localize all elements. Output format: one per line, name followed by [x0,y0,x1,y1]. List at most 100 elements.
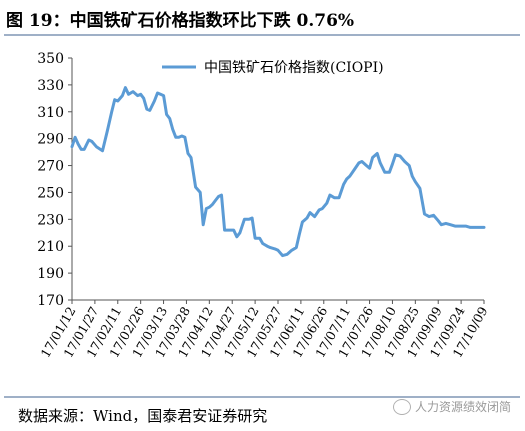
data-point [88,139,90,141]
data-point [111,111,113,113]
data-point [329,194,331,196]
data-point [369,167,371,169]
data-point [321,208,323,210]
data-point [346,178,348,180]
figure-title: 图 19：中国铁矿石价格指数环比下跌 0.76% [6,11,355,31]
data-point [399,155,401,157]
data-point [217,195,220,198]
y-tick-label: 250 [37,185,64,201]
data-point [277,249,279,251]
data-point [301,221,303,223]
data-point [483,226,485,228]
data-point [134,92,136,94]
series-line [70,86,486,258]
y-tick-label: 270 [37,159,64,175]
data-point [454,225,456,227]
data-point [379,162,381,164]
data-point [440,224,442,226]
data-point [326,202,328,204]
data-point [474,226,476,228]
y-tick-label: 350 [37,51,64,67]
data-point [146,108,148,110]
chart-area: 170 190 210 230 250 270 290 310 330 350 17/01/12 17… [0,36,525,396]
data-point [286,253,288,255]
data-point [394,154,397,156]
data-point [74,136,76,138]
title-rule [4,34,520,36]
data-point [228,229,230,231]
data-point [224,229,226,231]
y-tick-label: 190 [37,266,64,282]
data-point [388,171,390,173]
data-point [358,162,360,164]
data-point [91,140,93,142]
data-point [178,136,180,138]
data-point [309,212,311,214]
watermark-text: 人力资源绩效闭简 [414,400,511,414]
data-point [140,93,142,95]
data-point [478,226,480,228]
data-point [199,191,201,193]
data-point [408,165,410,167]
data-point [423,213,426,215]
line-chart: 17019021023025027029031033035017/01/1217… [37,51,490,360]
data-point [149,109,151,111]
data-point [404,160,406,163]
data-point [236,236,238,238]
data-point [143,97,145,99]
data-point [295,247,297,249]
data-point [449,224,451,226]
data-point [114,99,116,101]
data-point [349,175,351,177]
data-point [411,175,413,177]
data-point [251,217,253,219]
data-point [127,93,130,95]
y-tick-label: 170 [37,293,64,309]
data-point [153,100,155,102]
y-tick-label: 210 [37,239,64,255]
data-point [262,242,264,245]
data-point [77,143,79,145]
data-point [437,220,439,222]
data-point [181,135,183,137]
data-point [372,156,374,159]
data-point [101,150,104,152]
data-point [291,249,293,251]
data-point [211,203,213,206]
data-point [376,152,378,155]
data-point [195,186,197,188]
y-tick-label: 290 [37,132,64,148]
source-rule [4,396,520,398]
data-point [384,171,386,173]
data-point [190,156,192,159]
data-point [298,233,300,235]
data-point [259,237,261,239]
data-point [121,95,123,97]
watermark: 人力资源绩效闭简 [392,398,511,415]
data-point [333,197,336,199]
data-point [159,93,162,95]
data-point [419,187,421,189]
data-point [306,217,308,219]
data-point [202,224,204,226]
data-point [71,146,73,148]
legend-label: 中国铁矿石价格指数(CIOPI) [204,60,384,76]
y-tick-label: 310 [37,105,64,121]
data-point [124,87,126,89]
data-point [391,163,393,165]
data-point [445,222,447,224]
data-point [205,208,207,210]
data-point [457,225,459,227]
data-point [137,95,139,97]
data-point [428,216,430,218]
wechat-icon [392,398,411,415]
data-point [175,136,177,138]
data-point [338,197,340,199]
data-point [433,214,435,216]
data-point [274,248,276,250]
y-tick-label: 330 [37,78,64,94]
data-point [269,247,271,249]
data-point [248,218,250,220]
data-point [314,216,316,218]
data-point [469,226,471,228]
